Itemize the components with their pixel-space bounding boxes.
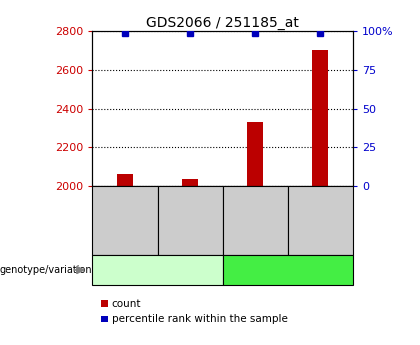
Title: GDS2066 / 251185_at: GDS2066 / 251185_at bbox=[146, 16, 299, 30]
Text: GSM37654: GSM37654 bbox=[315, 194, 325, 247]
Bar bbox=[117, 174, 133, 186]
Bar bbox=[247, 122, 263, 186]
Bar bbox=[182, 179, 198, 186]
Bar bbox=[312, 50, 328, 186]
Text: GSM37652: GSM37652 bbox=[185, 194, 195, 247]
Text: count: count bbox=[112, 299, 141, 308]
Text: GSM37653: GSM37653 bbox=[250, 194, 260, 247]
Text: miR319a transgenic: miR319a transgenic bbox=[235, 265, 340, 275]
Text: control: control bbox=[139, 265, 176, 275]
Text: GSM37651: GSM37651 bbox=[120, 194, 130, 247]
Text: genotype/variation: genotype/variation bbox=[0, 265, 93, 275]
Text: percentile rank within the sample: percentile rank within the sample bbox=[112, 314, 288, 324]
